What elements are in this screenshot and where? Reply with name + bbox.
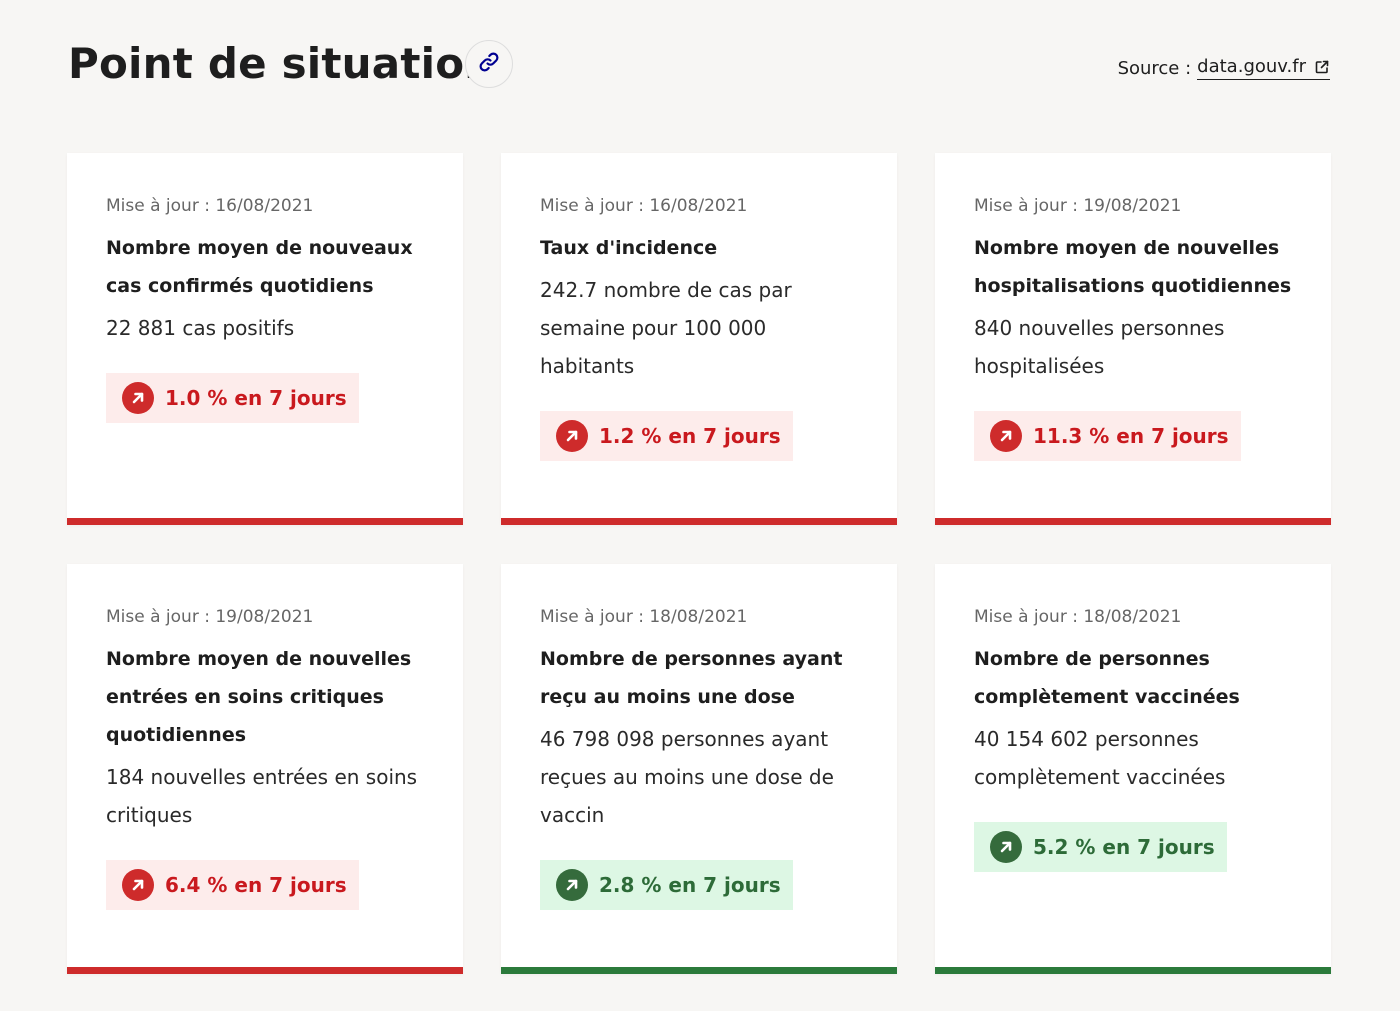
source-label: Source :: [1117, 57, 1192, 79]
trend-text: 1.2 % en 7 jours: [599, 424, 781, 448]
card-title: Nombre moyen de nouvelles hospitalisatio…: [974, 237, 1292, 297]
card-updated-date: Mise à jour : 19/08/2021: [106, 607, 314, 627]
card-updated-date: Mise à jour : 19/08/2021: [974, 196, 1182, 216]
status-bar: [67, 967, 463, 974]
copy-link-button[interactable]: [465, 40, 513, 88]
card-title: Nombre moyen de nouveaux cas confirmés q…: [106, 237, 413, 297]
trend-badge: 5.2 % en 7 jours: [974, 822, 1227, 872]
card-title: Nombre de personnes complètement vacciné…: [974, 648, 1240, 708]
trend-text: 2.8 % en 7 jours: [599, 873, 781, 897]
page-header: Point de situation Source : data.gouv.fr: [68, 34, 1330, 94]
card-value: 184 nouvelles entrées en soins critiques: [106, 765, 418, 827]
trend-text: 1.0 % en 7 jours: [165, 386, 347, 410]
card-updated-date: Mise à jour : 18/08/2021: [540, 607, 748, 627]
card-title: Taux d'incidence: [540, 237, 718, 259]
card-value: 46 798 098 personnes ayant reçues au moi…: [540, 727, 834, 827]
card-value: 40 154 602 personnes complètement vaccin…: [974, 727, 1226, 789]
stat-card-hospitalisations: Mise à jour : 19/08/2021 Nombre moyen de…: [935, 153, 1331, 525]
arrow-up-right-icon: [990, 420, 1022, 452]
status-bar: [935, 967, 1331, 974]
external-link-icon: [1314, 59, 1330, 75]
arrow-up-right-icon: [556, 420, 588, 452]
arrow-up-right-icon: [122, 382, 154, 414]
card-value: 242.7 nombre de cas par semaine pour 100…: [540, 278, 792, 378]
stat-card-fully-vaccinated: Mise à jour : 18/08/2021 Nombre de perso…: [935, 564, 1331, 974]
stat-card-incidence-rate: Mise à jour : 16/08/2021 Taux d'incidenc…: [501, 153, 897, 525]
trend-text: 11.3 % en 7 jours: [1033, 424, 1229, 448]
trend-text: 5.2 % en 7 jours: [1033, 835, 1215, 859]
trend-badge: 1.2 % en 7 jours: [540, 411, 793, 461]
trend-badge: 2.8 % en 7 jours: [540, 860, 793, 910]
card-updated-date: Mise à jour : 16/08/2021: [106, 196, 314, 216]
arrow-up-right-icon: [122, 869, 154, 901]
card-title: Nombre de personnes ayant reçu au moins …: [540, 648, 843, 708]
source-link[interactable]: data.gouv.fr: [1197, 56, 1330, 80]
stat-card-new-cases: Mise à jour : 16/08/2021 Nombre moyen de…: [67, 153, 463, 525]
card-value: 22 881 cas positifs: [106, 316, 295, 340]
trend-badge: 1.0 % en 7 jours: [106, 373, 359, 423]
status-bar: [935, 518, 1331, 525]
status-bar: [501, 967, 897, 974]
trend-badge: 6.4 % en 7 jours: [106, 860, 359, 910]
link-icon: [477, 50, 501, 78]
card-updated-date: Mise à jour : 18/08/2021: [974, 607, 1182, 627]
card-value: 840 nouvelles personnes hospitalisées: [974, 316, 1225, 378]
stat-card-critical-care: Mise à jour : 19/08/2021 Nombre moyen de…: [67, 564, 463, 974]
trend-text: 6.4 % en 7 jours: [165, 873, 347, 897]
page-title: Point de situation: [68, 39, 495, 88]
trend-badge: 11.3 % en 7 jours: [974, 411, 1241, 461]
source-link-text: data.gouv.fr: [1197, 56, 1306, 77]
arrow-up-right-icon: [556, 869, 588, 901]
status-bar: [501, 518, 897, 525]
status-bar: [67, 518, 463, 525]
card-title: Nombre moyen de nouvelles entrées en soi…: [106, 648, 412, 746]
source: Source : data.gouv.fr: [1118, 56, 1330, 80]
card-updated-date: Mise à jour : 16/08/2021: [540, 196, 748, 216]
stat-card-first-dose: Mise à jour : 18/08/2021 Nombre de perso…: [501, 564, 897, 974]
arrow-up-right-icon: [990, 831, 1022, 863]
